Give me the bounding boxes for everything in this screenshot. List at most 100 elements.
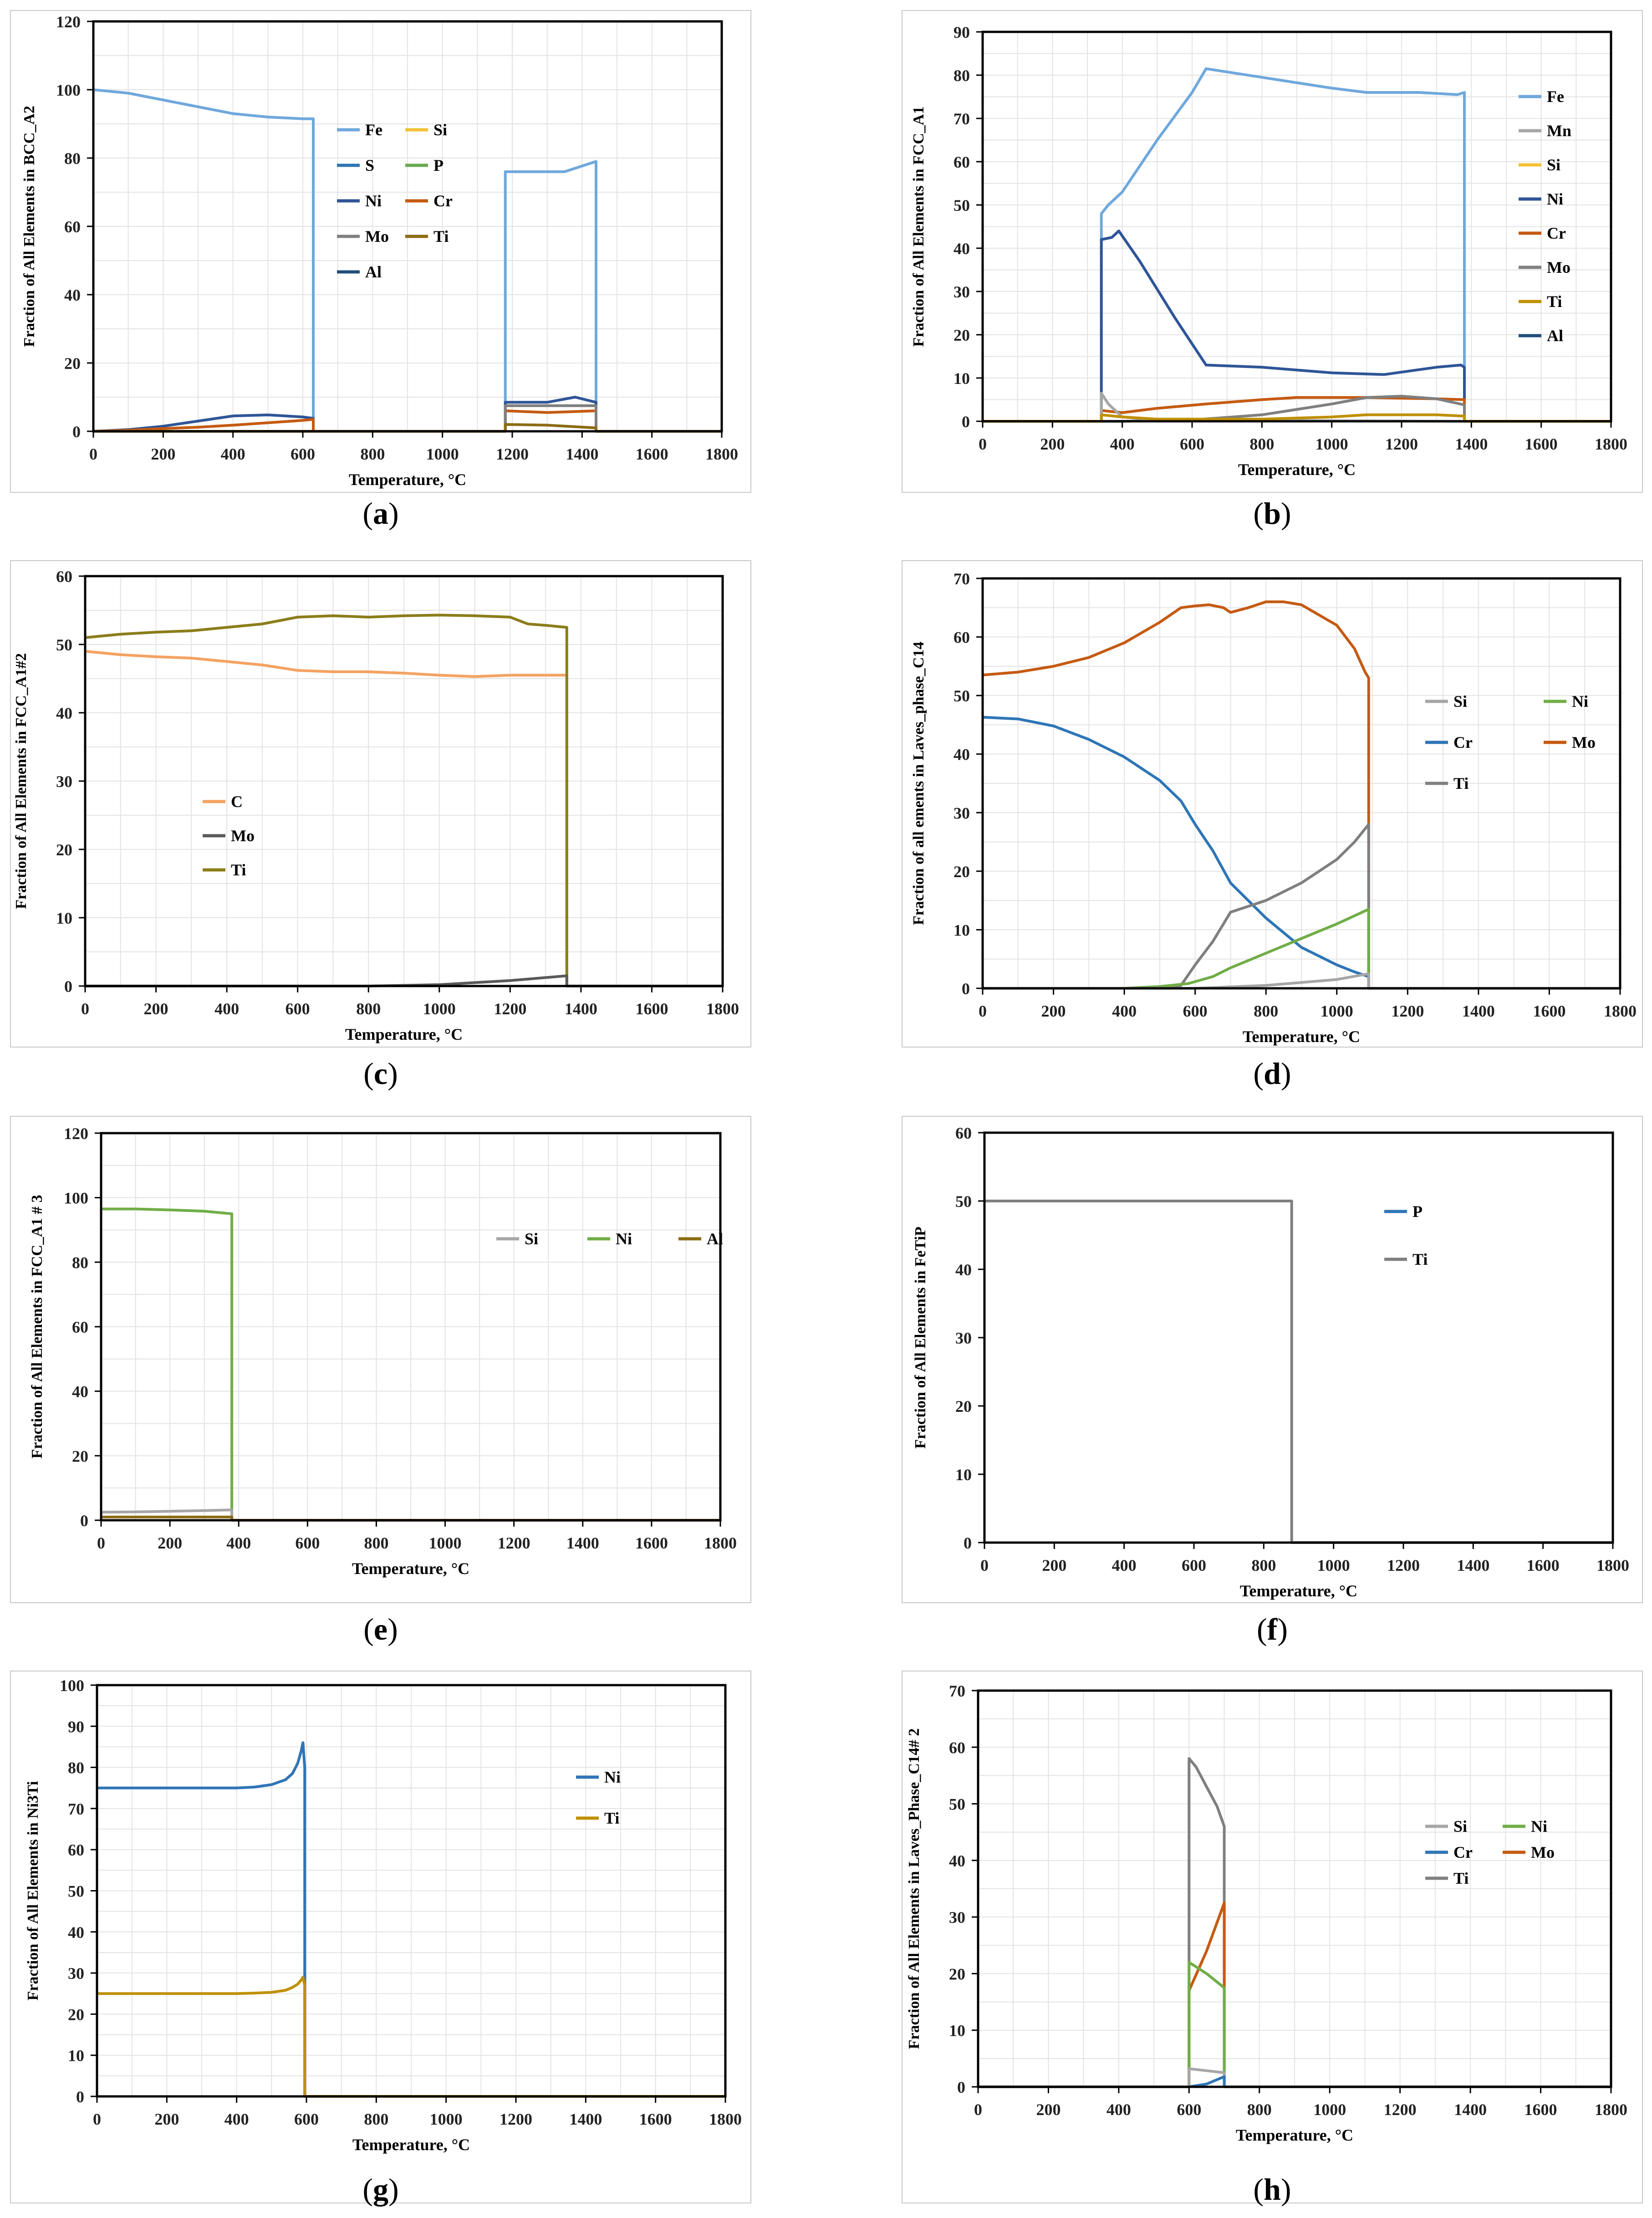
y-tick-label: 40 xyxy=(64,286,81,304)
legend-label-si: Si xyxy=(525,1230,538,1248)
x-tick-label: 600 xyxy=(1182,1556,1206,1574)
y-tick-label: 30 xyxy=(953,804,970,822)
legend-label-cr: Cr xyxy=(1547,224,1566,242)
series-line-fe xyxy=(93,88,722,433)
x-tick-label: 600 xyxy=(294,2110,319,2128)
x-tick-label: 200 xyxy=(158,1534,182,1552)
series-line-ni xyxy=(983,230,1611,423)
y-tick-label: 0 xyxy=(76,2088,84,2106)
y-tick-label: 0 xyxy=(962,413,970,431)
x-tick-label: 800 xyxy=(1251,1556,1276,1574)
y-tick-label: 70 xyxy=(949,1682,965,1700)
legend-label-mo: Mo xyxy=(1572,733,1596,751)
y-tick-label: 10 xyxy=(955,1466,972,1484)
y-axis-title: Fraction of All Elements in Ni3Ti xyxy=(25,1781,41,2001)
series-line-ti xyxy=(85,613,723,987)
x-tick-label: 200 xyxy=(1036,2100,1061,2119)
y-tick-label: 0 xyxy=(64,977,72,996)
panel-caption-d: (d) xyxy=(1253,1056,1291,1091)
legend-label-s: S xyxy=(365,156,374,174)
x-tick-label: 1400 xyxy=(1454,2100,1487,2119)
series-line-ti xyxy=(983,413,1611,423)
series-line-mo xyxy=(1188,1901,1226,2087)
x-tick-label: 200 xyxy=(1041,1002,1066,1020)
x-tick-label: 1600 xyxy=(1533,1002,1565,1020)
x-tick-label: 400 xyxy=(1112,1556,1137,1574)
x-axis-title: Temperature, °C xyxy=(352,1559,469,1578)
x-tick-label: 0 xyxy=(89,445,97,463)
legend-label-ni: Ni xyxy=(1572,692,1588,710)
y-tick-label: 90 xyxy=(953,23,970,41)
panel-h xyxy=(902,1671,1643,2203)
panel-f xyxy=(902,1116,1643,1603)
x-tick-label: 0 xyxy=(979,435,987,453)
y-tick-label: 120 xyxy=(56,13,81,31)
x-tick-label: 200 xyxy=(154,2110,179,2128)
series-line-cr xyxy=(982,715,1620,990)
y-tick-label: 40 xyxy=(953,746,970,764)
panel-caption-g: (g) xyxy=(362,2172,398,2207)
x-tick-label: 400 xyxy=(1110,435,1135,453)
panel-caption-e: (e) xyxy=(363,1612,398,1646)
legend-label-cr: Cr xyxy=(1453,733,1473,751)
x-tick-label: 1000 xyxy=(1317,1556,1350,1574)
x-tick-label: 1400 xyxy=(566,1534,599,1552)
panel-g xyxy=(10,1671,751,2203)
y-tick-label: 20 xyxy=(56,841,72,859)
y-tick-label: 20 xyxy=(949,1965,965,1983)
y-tick-label: 70 xyxy=(953,110,970,128)
y-tick-label: 0 xyxy=(957,2078,965,2096)
x-tick-label: 400 xyxy=(214,1000,239,1018)
y-axis-title: Fraction of All Elements in Laves_Phase_… xyxy=(906,1728,923,2049)
y-tick-label: 40 xyxy=(72,1383,88,1401)
x-tick-label: 1800 xyxy=(1596,1556,1629,1574)
x-axis-title: Temperature, °C xyxy=(1236,2126,1353,2144)
y-tick-label: 30 xyxy=(949,1908,965,1927)
y-tick-label: 40 xyxy=(949,1852,965,1870)
x-tick-label: 1200 xyxy=(500,2110,532,2128)
chart-h: 0 200 400 600 800 1000 1200 1400 1600 1800 0 10 20 30… xyxy=(906,1682,1627,2144)
y-tick-label: 0 xyxy=(72,423,81,441)
y-tick-label: 20 xyxy=(953,326,970,344)
x-axis-title: Temperature, °C xyxy=(1238,460,1356,479)
y-tick-label: 80 xyxy=(64,149,81,168)
x-tick-label: 1200 xyxy=(494,1000,526,1018)
legend-label-al: Al xyxy=(365,263,382,281)
x-tick-label: 600 xyxy=(291,445,315,463)
x-tick-label: 1600 xyxy=(635,1000,668,1018)
x-tick-label: 1800 xyxy=(706,1000,739,1018)
x-axis-title: Temperature, °C xyxy=(349,470,466,489)
chart-e: 0 200 400 600 800 1000 1200 1400 1600 1800 0 20 40 60… xyxy=(29,1124,737,1578)
legend-label-si: Si xyxy=(1453,1817,1467,1835)
legend-label-ni: Ni xyxy=(616,1230,632,1248)
series-line-fe xyxy=(983,67,1611,423)
chart-a: 0 200 400 600 800 1000 1200 1400 1600 1800 0 20 40 60… xyxy=(21,13,738,489)
x-tick-label: 600 xyxy=(1183,1002,1208,1020)
x-tick-label: 0 xyxy=(97,1534,105,1552)
y-tick-label: 30 xyxy=(56,772,72,791)
x-tick-label: 1600 xyxy=(639,2110,672,2128)
x-tick-label: 1400 xyxy=(565,1000,597,1018)
y-tick-label: 50 xyxy=(56,636,72,654)
x-tick-label: 1000 xyxy=(1321,1002,1353,1020)
series-line-ti xyxy=(984,1200,1613,1544)
x-tick-label: 400 xyxy=(226,1534,251,1552)
x-tick-label: 400 xyxy=(221,445,245,463)
chart-d: 0 200 400 600 800 1000 1200 1400 1600 1800 0 10 20 30… xyxy=(910,570,1637,1046)
series-line-cr xyxy=(93,409,722,433)
x-tick-label: 1000 xyxy=(426,445,459,463)
x-tick-label: 800 xyxy=(1254,1002,1278,1020)
legend-label-cr: Cr xyxy=(433,192,453,210)
plot-area-border xyxy=(977,1689,1612,2088)
series-line-ni xyxy=(983,908,1620,990)
y-tick-label: 60 xyxy=(955,1124,972,1142)
y-tick-label: 20 xyxy=(953,863,970,881)
x-tick-label: 1400 xyxy=(1455,435,1488,453)
y-tick-label: 0 xyxy=(80,1512,88,1530)
panel-caption-a: (a) xyxy=(362,496,398,531)
y-tick-label: 20 xyxy=(955,1397,972,1416)
plot-area-border xyxy=(981,577,1621,990)
y-tick-label: 50 xyxy=(949,1795,965,1814)
y-tick-label: 60 xyxy=(68,1841,84,1859)
